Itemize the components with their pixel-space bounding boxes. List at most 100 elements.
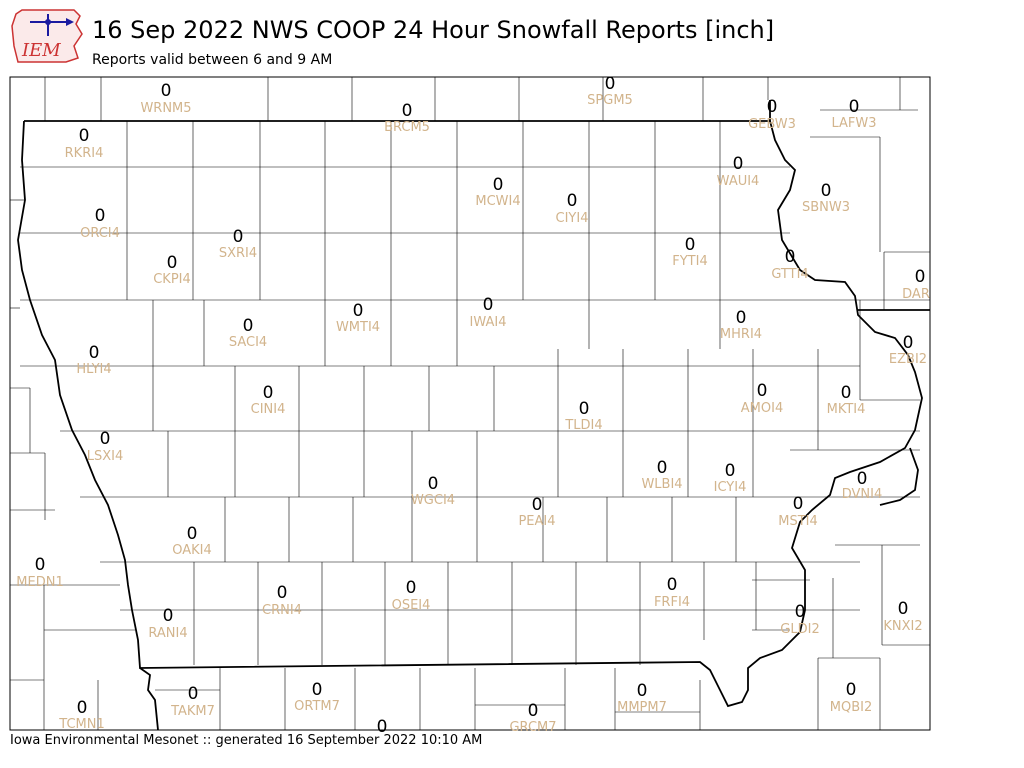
station-id: WMTI4: [336, 320, 380, 335]
map-subtitle: Reports valid between 6 and 9 AM: [92, 52, 333, 68]
station-id: LAFW3: [831, 116, 876, 131]
station-id: SXRI4: [219, 246, 257, 261]
station-id: TAKM7: [170, 704, 215, 719]
station-report: 0 SBNW3: [802, 181, 850, 215]
station-value: 0: [757, 381, 768, 401]
station-value: 0: [821, 181, 832, 201]
station-id: DAR: [902, 287, 930, 302]
station-value: 0: [903, 333, 914, 353]
station-value: 0: [532, 495, 543, 515]
station-report: 0 OSEI4: [392, 578, 431, 613]
station-id: MKTI4: [827, 402, 866, 417]
station-value: 0: [100, 429, 111, 449]
station-report: 0 CINI4: [251, 383, 286, 417]
station-id: OSEI4: [392, 598, 431, 613]
station-id: CIYI4: [556, 211, 589, 226]
station-report: 0 BRCM5: [384, 101, 430, 135]
station-value: 0: [841, 383, 852, 403]
station-id: WAUI4: [717, 174, 760, 189]
station-value: 0: [95, 206, 106, 226]
station-report: 0 MQBI2: [830, 680, 872, 715]
station-value: 0: [161, 81, 172, 101]
station-value: 0: [377, 717, 388, 737]
station-report: 0: [377, 717, 388, 737]
station-reports: 0 WRNM5 0 SPGM5 0 BRCM5 0 GEBW3 0 LAFW3 …: [16, 74, 930, 737]
station-report: 0 WMTI4: [336, 301, 380, 335]
station-id: LSXI4: [87, 449, 124, 464]
station-report: 0 DVNI4: [842, 469, 883, 502]
station-report: 0 CKPI4: [153, 253, 191, 287]
county-boundaries: [10, 77, 930, 730]
station-report: 0 TAKM7: [170, 684, 215, 719]
station-report: 0 WAUI4: [717, 154, 760, 189]
station-report: 0 ORCI4: [80, 206, 120, 241]
station-id: WLBI4: [641, 477, 682, 492]
station-id: WGCI4: [411, 493, 455, 508]
station-report: 0 ORTM7: [294, 680, 340, 714]
station-id: GEBW3: [748, 117, 796, 132]
station-report: 0 SACI4: [229, 316, 267, 350]
station-report: 0 RANI4: [148, 606, 187, 641]
station-id: PEAI4: [518, 514, 555, 529]
station-report: 0 FRFI4: [654, 575, 690, 610]
station-id: KNXI2: [883, 619, 922, 634]
station-id: CINI4: [251, 402, 286, 417]
station-report: 0 SXRI4: [219, 227, 257, 261]
station-id: SPGM5: [587, 93, 633, 108]
missouri-river: [139, 667, 159, 730]
station-id: WRNM5: [140, 101, 191, 116]
station-id: IWAI4: [470, 315, 507, 330]
station-report: 0 TLDI4: [564, 399, 602, 433]
station-report: 0 WLBI4: [641, 458, 682, 492]
station-value: 0: [795, 602, 806, 622]
station-report: 0 FYTI4: [672, 235, 707, 269]
station-value: 0: [483, 295, 494, 315]
station-value: 0: [163, 606, 174, 626]
station-id: ORTM7: [294, 699, 340, 714]
map-title: 16 Sep 2022 NWS COOP 24 Hour Snowfall Re…: [92, 16, 775, 44]
station-value: 0: [277, 583, 288, 603]
station-value: 0: [402, 101, 413, 121]
station-value: 0: [667, 575, 678, 595]
station-id: ORCI4: [80, 226, 120, 241]
illinois-river-east: [879, 447, 919, 506]
map-frame: [9, 76, 931, 731]
station-id: CRNI4: [262, 603, 302, 618]
station-id: GRCM7: [509, 720, 556, 735]
station-report: 0 GRCM7: [509, 701, 556, 735]
station-value: 0: [312, 680, 323, 700]
state-boundaries: [17, 100, 930, 730]
station-value: 0: [657, 458, 668, 478]
station-value: 0: [793, 494, 804, 514]
iem-logo: IEM: [11, 9, 83, 63]
station-report: 0 AMOI4: [741, 381, 783, 416]
station-report: 0 GEBW3: [748, 97, 796, 132]
station-value: 0: [579, 399, 590, 419]
station-report: 0 MMPM7: [617, 681, 667, 715]
station-report: 0 PEAI4: [518, 495, 555, 529]
station-report: 0 WRNM5: [140, 81, 191, 116]
station-id: DVNI4: [842, 487, 883, 502]
station-report: 0 RKRI4: [65, 126, 104, 161]
station-report: 0 EZBI2: [889, 333, 927, 367]
station-report: 0 OAKI4: [172, 524, 212, 558]
station-id: EZBI2: [889, 352, 927, 367]
station-report: 0 MKTI4: [827, 383, 866, 417]
station-value: 0: [733, 154, 744, 174]
station-report: 0 ICYI4: [714, 461, 747, 495]
station-report: 0 IWAI4: [470, 295, 507, 330]
station-report: 0 MEDN1: [16, 555, 63, 590]
station-id: AMOI4: [741, 401, 783, 416]
footer-credit: Iowa Environmental Mesonet :: generated …: [10, 733, 483, 748]
station-value: 0: [915, 267, 926, 287]
station-report: 0 LAFW3: [831, 97, 876, 131]
station-report: 0 WGCI4: [411, 474, 455, 508]
station-report: 0 MCWI4: [475, 175, 520, 209]
station-id: SACI4: [229, 335, 267, 350]
station-id: SBNW3: [802, 200, 850, 215]
station-value: 0: [567, 191, 578, 211]
station-value: 0: [35, 555, 46, 575]
logo-text: IEM: [21, 40, 61, 61]
station-value: 0: [605, 74, 616, 94]
